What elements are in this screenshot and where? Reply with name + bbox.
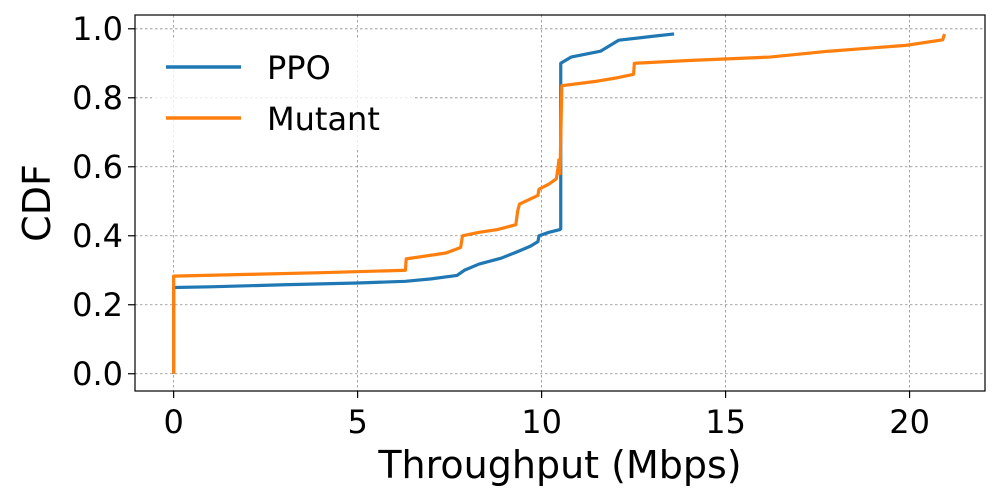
x-tick-label: 5	[347, 403, 367, 441]
x-tick-label: 15	[705, 403, 746, 441]
series-line-ppo	[172, 32, 675, 374]
y-axis-label: CDF	[15, 164, 59, 242]
x-tick-label: 0	[163, 403, 183, 441]
y-tick-label: 0.8	[72, 79, 123, 117]
axes-frame	[134, 14, 986, 392]
x-tick-label: 20	[889, 403, 930, 441]
y-tick-label: 0.2	[72, 286, 123, 324]
y-tick-label: 0.0	[72, 355, 123, 393]
y-tick-label: 1.0	[72, 10, 123, 48]
legend-label-mutant: Mutant	[267, 100, 380, 138]
legend: PPO Mutant	[152, 38, 414, 148]
x-tick-label: 10	[521, 403, 562, 441]
x-axis-label: Throughput (Mbps)	[377, 443, 741, 487]
legend-label-ppo: PPO	[267, 49, 331, 87]
tick-marks	[128, 28, 911, 398]
y-tick-label: 0.4	[72, 217, 123, 255]
series-line-mutant	[172, 33, 947, 374]
tick-labels: 0 5 10 15 20 0.0 0.2 0.4 0.6 0.8 1.0	[72, 10, 930, 441]
series-lines	[172, 32, 947, 374]
y-tick-label: 0.6	[72, 148, 123, 186]
